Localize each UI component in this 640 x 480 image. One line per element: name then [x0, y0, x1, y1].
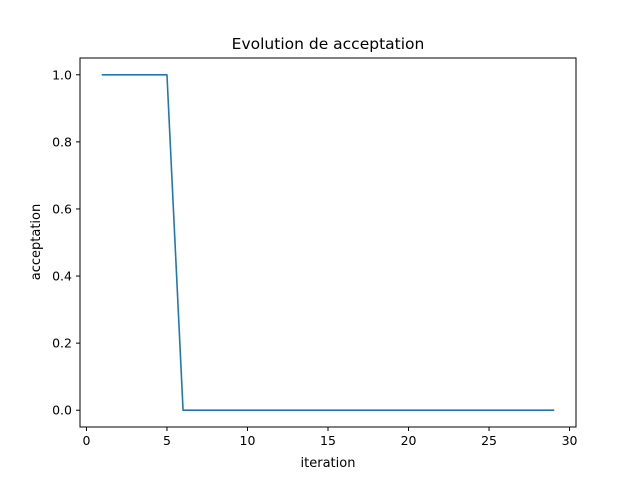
- y-tick-label: 0.8: [52, 134, 72, 149]
- x-tick-label: 25: [481, 433, 497, 448]
- x-tick-label: 15: [320, 433, 336, 448]
- x-tick-label: 30: [562, 433, 578, 448]
- x-tick-label: 20: [401, 433, 417, 448]
- x-tick-label: 5: [163, 433, 171, 448]
- series-layer: [101, 73, 555, 412]
- x-axis: 0 5 10 15 20 25 30: [82, 427, 578, 448]
- y-tick-label: 0.0: [52, 403, 72, 418]
- y-tick-label: 0.2: [52, 336, 72, 351]
- y-axis-label: acceptation: [29, 204, 44, 280]
- y-tick-label: 1.0: [52, 67, 72, 82]
- x-axis-label: iteration: [301, 456, 356, 471]
- series-line: [101, 73, 555, 412]
- x-tick-label: 10: [240, 433, 256, 448]
- y-tick-label: 0.6: [52, 201, 72, 216]
- x-tick-label: 0: [82, 433, 90, 448]
- chart-title: Evolution de acceptation: [232, 35, 425, 53]
- y-axis: 0.0 0.2 0.4 0.6 0.8 1.0: [52, 67, 80, 418]
- y-tick-label: 0.4: [52, 269, 72, 284]
